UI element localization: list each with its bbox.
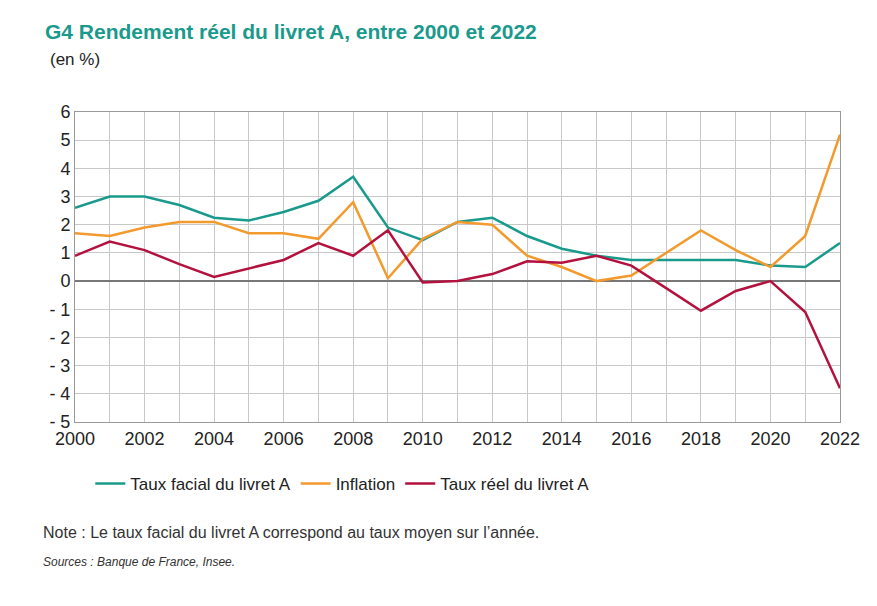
svg-text:2022: 2022 xyxy=(820,429,860,449)
svg-text:2010: 2010 xyxy=(403,429,443,449)
svg-text:2004: 2004 xyxy=(194,429,234,449)
svg-text:2002: 2002 xyxy=(125,429,165,449)
svg-text:2006: 2006 xyxy=(264,429,304,449)
svg-text:4: 4 xyxy=(60,159,70,179)
svg-text:6: 6 xyxy=(60,102,70,122)
svg-text:5: 5 xyxy=(60,130,70,150)
svg-text:Taux réel du livret A: Taux réel du livret A xyxy=(440,475,589,494)
svg-text:2: 2 xyxy=(60,215,70,235)
svg-text:0: 0 xyxy=(60,271,70,291)
svg-text:2016: 2016 xyxy=(611,429,651,449)
svg-text:G4 Rendement réel du livret A,: G4 Rendement réel du livret A, entre 200… xyxy=(45,20,537,43)
svg-text:- 1: - 1 xyxy=(49,300,70,320)
svg-text:2018: 2018 xyxy=(681,429,721,449)
svg-text:Inflation: Inflation xyxy=(336,475,396,494)
svg-text:- 5: - 5 xyxy=(49,412,70,432)
svg-text:3: 3 xyxy=(60,187,70,207)
svg-text:2000: 2000 xyxy=(55,429,95,449)
svg-text:(en %): (en %) xyxy=(50,50,100,69)
svg-text:- 2: - 2 xyxy=(49,328,70,348)
svg-text:2008: 2008 xyxy=(333,429,373,449)
svg-text:- 3: - 3 xyxy=(49,356,70,376)
svg-text:Sources : Banque de France, In: Sources : Banque de France, Insee. xyxy=(43,555,235,569)
svg-text:1: 1 xyxy=(60,243,70,263)
svg-text:Taux facial du livret A: Taux facial du livret A xyxy=(130,475,290,494)
svg-text:- 4: - 4 xyxy=(49,384,70,404)
svg-text:2012: 2012 xyxy=(472,429,512,449)
svg-text:Note : Le taux facial du livre: Note : Le taux facial du livret A corres… xyxy=(43,524,539,541)
svg-text:2020: 2020 xyxy=(750,429,790,449)
svg-text:2014: 2014 xyxy=(542,429,582,449)
